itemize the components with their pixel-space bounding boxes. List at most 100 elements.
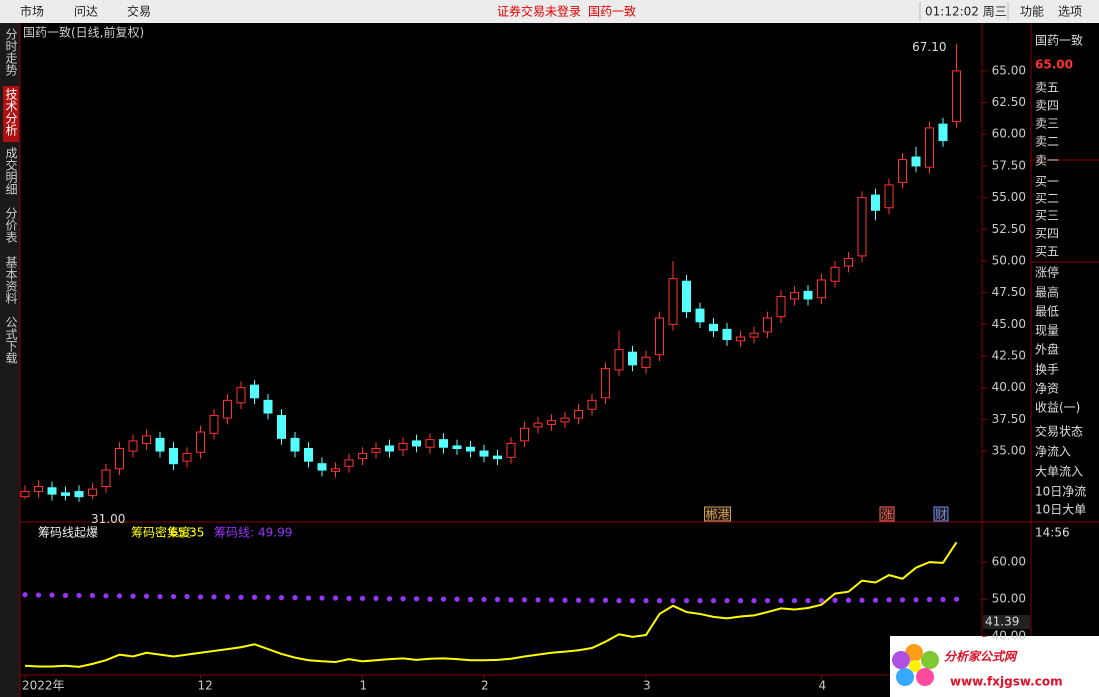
candle-body [74,491,84,498]
candle-body [493,455,502,460]
y-tick-label: 45.00 [992,317,1026,331]
candle-body [871,194,880,211]
dot [643,598,649,604]
candle-body [155,437,165,452]
dot [940,596,946,603]
dot [251,594,258,600]
dot [305,595,312,601]
quote-row: 净资 [1035,382,1059,396]
menu-item[interactable]: 问达 [74,5,98,19]
side-tab[interactable]: 成交明细 [4,147,18,195]
candle-body [277,415,286,439]
menu-button[interactable]: 功能 [1020,5,1044,19]
candle-body [601,368,610,399]
min-label: 31.00 [91,512,125,526]
quote-row: 卖三 [1035,117,1059,131]
side-tab[interactable]: 分时走势 [4,28,18,76]
quote-row: 卖一 [1035,154,1059,168]
candle-body [385,445,394,452]
logo-petal [921,651,939,669]
dot [116,593,123,599]
dot [265,594,271,600]
candle-body [574,409,583,419]
dot [481,596,487,603]
y-tick-label: 42.50 [992,349,1026,363]
candle-body [20,491,30,498]
candle-body [695,308,705,323]
quote-row: 买四 [1035,227,1059,241]
dot [427,596,433,602]
candle-body [830,266,840,282]
dot [602,597,609,603]
quote-row: 买一 [1035,175,1059,189]
candle-body [398,442,408,451]
candle-body [520,427,529,442]
y-tick-label: 65.00 [992,63,1026,77]
logo-petal [892,651,910,669]
dot [238,594,244,600]
dot [76,592,82,599]
dot [319,595,325,601]
legend-value: 65.35 [170,526,204,540]
candle-body [857,197,867,257]
side-tab[interactable]: 技术分析 [4,88,18,137]
dot [22,592,28,598]
dot [818,598,825,604]
y-tick-label: 47.50 [992,285,1026,299]
logo-petal [916,668,934,686]
candle-body [925,127,934,168]
stock-name: 国药一致 [1035,34,1083,48]
candle-body [722,328,732,341]
login-status: 证券交易未登录 [497,4,581,19]
quote-row: 买五 [1035,245,1059,259]
candle-body [547,420,556,425]
legend-name: 筹码线: [214,526,254,540]
panel-time: 14:56 [1035,526,1070,540]
dot [683,598,690,604]
candle-body [898,159,907,183]
quote-row: 买三 [1035,209,1059,223]
quote-row: 最低 [1035,305,1059,319]
candle-body [169,448,178,465]
candle-body [628,351,637,366]
y-tick-label: 57.50 [992,158,1026,172]
dot [859,597,865,603]
dot [440,596,447,602]
candle-body [142,435,151,444]
menu-item[interactable]: 交易 [127,4,151,19]
side-tab[interactable]: 公式下载 [4,316,18,365]
dot [670,598,676,604]
menu-button[interactable]: 选项 [1058,5,1082,19]
event-marker[interactable] [704,506,731,522]
dot [494,596,501,603]
quote-row: 涨停 [1035,265,1059,280]
logo-title: 分析家公式网 [944,650,1018,664]
side-tab[interactable]: 分价表 [4,207,18,243]
side-tab[interactable]: 基本资料 [4,256,18,304]
max-label: 67.10 [912,40,946,54]
dot [926,596,933,603]
x-tick-label: 12 [198,679,213,693]
dot [413,596,420,602]
menu-item[interactable]: 市场 [20,4,44,19]
dot [211,594,217,600]
candle-body [34,486,43,493]
quote-row: 交易状态 [1035,424,1083,439]
dot [521,597,528,603]
quote-row: 10日净流 [1035,485,1086,499]
quote-row: 现量 [1035,324,1059,338]
dot [953,596,960,602]
active-tab[interactable] [3,86,19,142]
candle-body [209,415,219,434]
event-marker[interactable] [879,506,895,522]
dot [656,598,663,604]
logo-petal [896,668,914,686]
dot [805,598,811,604]
dot [467,596,474,603]
event-marker[interactable] [933,506,949,522]
dot [400,596,406,602]
dot [454,596,460,602]
dot [197,594,204,600]
